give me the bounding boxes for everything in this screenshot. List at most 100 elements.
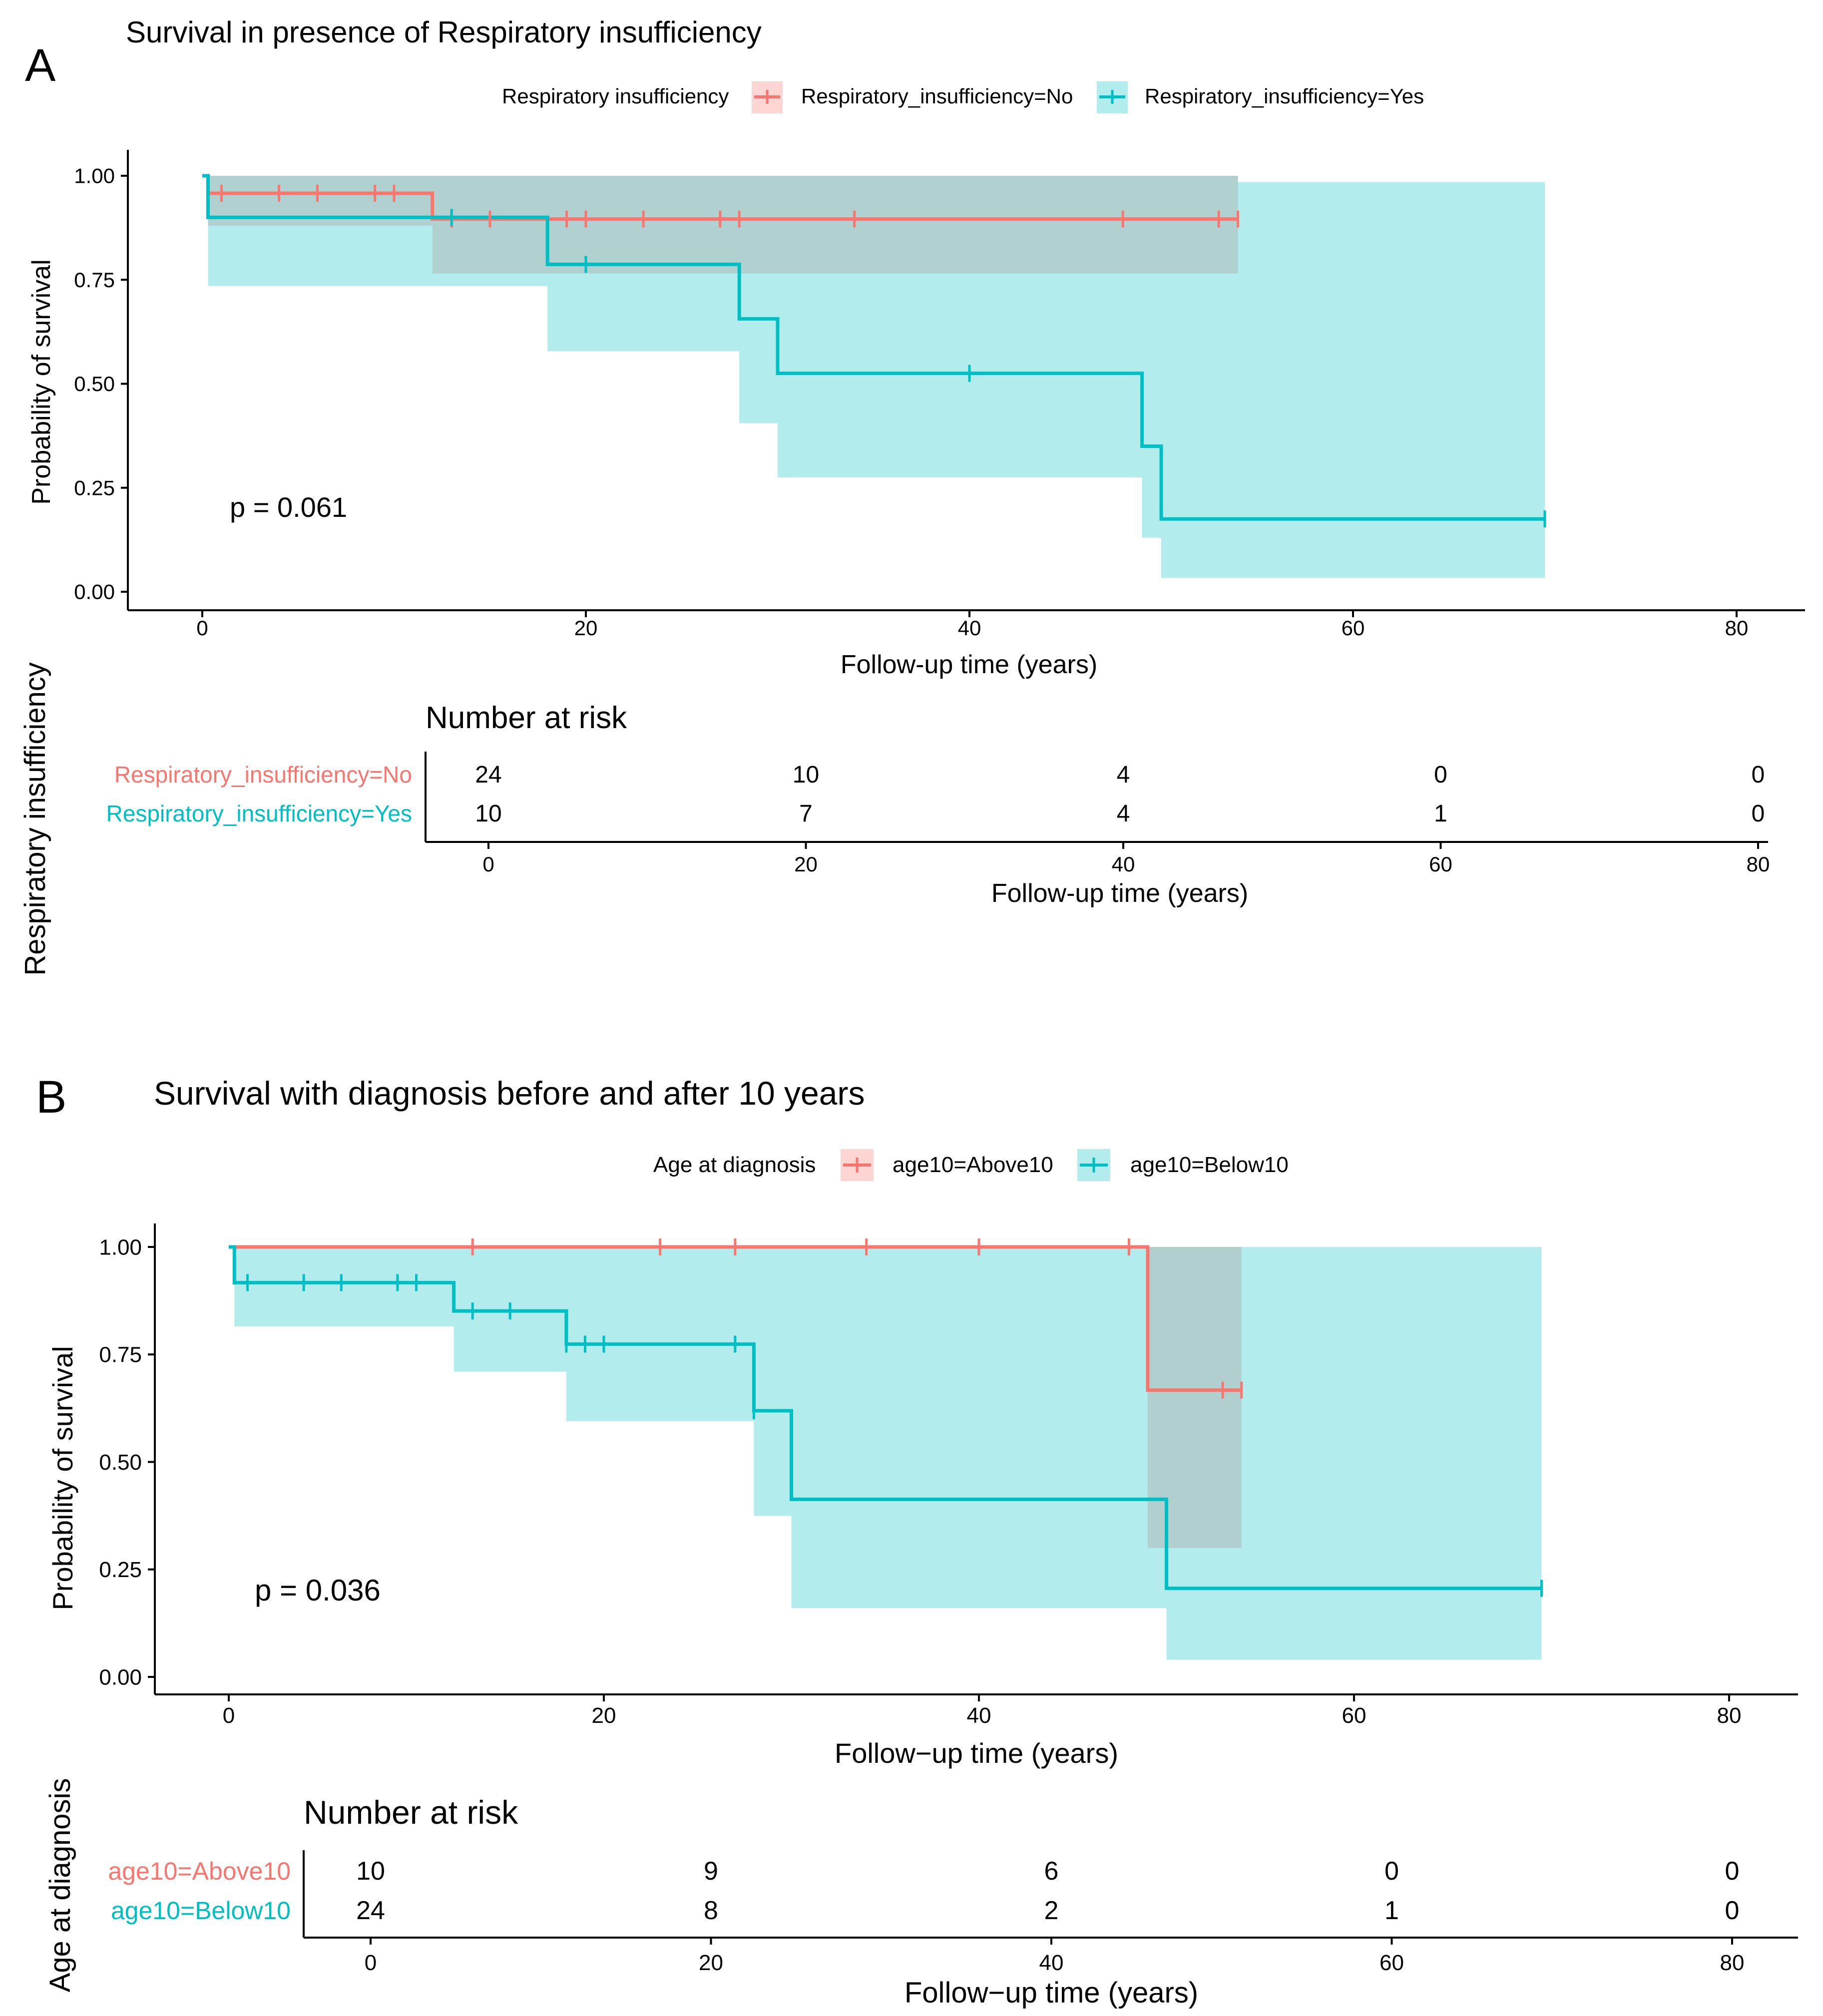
panel-b-risk-x-label: Follow−up time (years) <box>905 1977 1198 2009</box>
risk-cell: 10 <box>356 1857 385 1886</box>
x-tick-label: 40 <box>967 1703 991 1728</box>
y-tick-label: 0.50 <box>74 372 115 396</box>
panel-a-risk-x-ticks: 0 20 40 60 80 <box>482 842 1770 876</box>
x-tick-label: 60 <box>1342 1703 1367 1728</box>
panel-a-x-label: Follow-up time (years) <box>841 650 1097 679</box>
panel-b-risk-cells: 10 9 6 0 024 8 2 1 0 <box>356 1857 1739 1925</box>
panel-b-risk-x-ticks: 0 20 40 60 80 <box>365 1938 1745 1975</box>
y-tick-label: 0.75 <box>74 268 115 292</box>
x-tick-label: 80 <box>1725 616 1749 640</box>
ci-band-respiratory-insufficiency-no <box>208 176 1238 274</box>
y-tick-label: 0.00 <box>99 1665 142 1689</box>
panel-b-risk-title: Number at risk <box>304 1794 518 1831</box>
panel-a-risk-title: Number at risk <box>426 701 627 735</box>
risk-x-tick-label: 20 <box>794 852 818 876</box>
panel-a-y-ticks: 0.00 0.25 0.50 0.75 1.00 <box>74 164 128 604</box>
risk-cell: 2 <box>1044 1896 1059 1925</box>
y-tick-label: 0.75 <box>99 1343 142 1367</box>
panel-b-legend-title: Age at diagnosis <box>653 1153 816 1177</box>
risk-cell: 10 <box>475 801 501 827</box>
panel-a-y-label: Probability of survival <box>27 259 56 504</box>
panel-a: A Survival in presence of Respiratory in… <box>19 15 1805 976</box>
panel-a-risk-cells: 24 10 4 0 010 7 4 1 0 <box>475 762 1765 827</box>
risk-x-tick-label: 80 <box>1720 1951 1745 1975</box>
panel-b-curves <box>229 1245 1542 1591</box>
panel-a-legend: Respiratory insufficiency Respiratory_in… <box>502 81 1424 113</box>
risk-cell: 9 <box>704 1857 718 1886</box>
legend-label-yes: Respiratory_insufficiency=Yes <box>1145 84 1424 108</box>
panel-b-risk-ylabel: Age at diagnosis <box>44 1778 76 1993</box>
panel-b-y-ticks: 0.00 0.25 0.50 0.75 1.00 <box>99 1235 155 1689</box>
y-tick-label: 0.25 <box>74 476 115 499</box>
x-tick-label: 20 <box>574 616 598 640</box>
panel-b-x-label: Follow−up time (years) <box>835 1737 1118 1769</box>
risk-x-tick-label: 60 <box>1429 852 1452 876</box>
y-tick-label: 0.00 <box>74 580 115 604</box>
panel-b-letter: B <box>36 1072 66 1123</box>
risk-cell: 1 <box>1384 1896 1399 1925</box>
legend-label-above10: age10=Above10 <box>893 1153 1053 1177</box>
risk-cell: 4 <box>1117 801 1130 827</box>
panel-a-p-value: p = 0.061 <box>230 491 347 523</box>
panel-a-letter: A <box>25 40 56 91</box>
panel-b-p-value: p = 0.036 <box>255 1574 381 1607</box>
panel-a-risk-table: Respiratory insufficiency Number at risk… <box>19 662 1770 976</box>
risk-cell: 8 <box>704 1896 718 1925</box>
panel-a-risk-row-label: Respiratory_insufficiency=Yes <box>106 801 412 826</box>
panel-a-risk-x-label: Follow-up time (years) <box>991 879 1248 908</box>
risk-x-tick-label: 0 <box>482 852 494 876</box>
ci-band-respiratory-insufficiency-yes <box>208 176 1545 578</box>
ci-band-age10-above10 <box>1147 1247 1242 1548</box>
y-tick-label: 1.00 <box>74 164 115 188</box>
risk-cell: 24 <box>356 1896 385 1925</box>
y-tick-label: 1.00 <box>99 1235 142 1259</box>
survival-curve-age10-above10 <box>229 1245 1242 1392</box>
panel-b-title: Survival with diagnosis before and after… <box>154 1075 865 1112</box>
risk-x-tick-label: 40 <box>1039 1951 1064 1975</box>
risk-cell: 4 <box>1117 762 1130 788</box>
x-tick-label: 20 <box>592 1703 616 1728</box>
ci-band-age10-below10 <box>234 1247 1542 1660</box>
x-tick-label: 80 <box>1717 1703 1742 1728</box>
x-tick-label: 60 <box>1342 616 1365 640</box>
risk-cell: 0 <box>1752 762 1765 788</box>
risk-x-tick-label: 60 <box>1379 1951 1404 1975</box>
panel-a-censor-marks <box>220 184 1546 528</box>
panel-a-risk-ylabel: Respiratory insufficiency <box>19 662 51 976</box>
risk-cell: 7 <box>799 801 813 827</box>
legend-label-below10: age10=Below10 <box>1130 1153 1289 1177</box>
risk-x-tick-label: 80 <box>1747 852 1770 876</box>
panel-b-y-label: Probability of survival <box>47 1346 78 1610</box>
risk-cell: 0 <box>1725 1857 1740 1886</box>
panel-b-risk-row-label: age10=Above10 <box>108 1857 291 1885</box>
panel-a-x-ticks: 0 20 40 60 80 <box>196 610 1748 640</box>
panel-b-risk-table: Age at diagnosis Number at risk age10=Ab… <box>44 1778 1798 2009</box>
panel-a-risk-row-label: Respiratory_insufficiency=No <box>114 762 412 788</box>
risk-cell: 24 <box>475 762 501 788</box>
y-tick-label: 0.50 <box>99 1450 142 1475</box>
x-tick-label: 0 <box>223 1703 235 1728</box>
panel-b-censor-marks <box>246 1238 1543 1597</box>
risk-x-tick-label: 20 <box>699 1951 723 1975</box>
panel-a-legend-title: Respiratory insufficiency <box>502 84 729 108</box>
risk-cell: 0 <box>1434 762 1447 788</box>
risk-cell: 1 <box>1434 801 1447 827</box>
panel-b-risk-row-label: age10=Below10 <box>111 1897 291 1925</box>
risk-x-tick-label: 0 <box>365 1951 377 1975</box>
x-tick-label: 0 <box>196 616 208 640</box>
panel-a-title: Survival in presence of Respiratory insu… <box>126 15 762 49</box>
risk-cell: 0 <box>1752 801 1765 827</box>
y-tick-label: 0.25 <box>99 1558 142 1582</box>
panel-b-ci-bands <box>234 1247 1542 1660</box>
risk-x-tick-label: 40 <box>1112 852 1135 876</box>
risk-cell: 0 <box>1384 1857 1399 1886</box>
panel-b-legend: Age at diagnosis age10=Above10 age10=Bel… <box>653 1149 1289 1181</box>
survival-curve-respiratory-insufficiency-yes <box>202 174 1545 521</box>
survival-curve-age10-below10 <box>229 1245 1542 1591</box>
legend-label-no: Respiratory_insufficiency=No <box>801 84 1073 108</box>
risk-cell: 10 <box>793 762 819 788</box>
panel-b-x-ticks: 0 20 40 60 80 <box>223 1694 1742 1728</box>
risk-cell: 6 <box>1044 1857 1059 1886</box>
risk-cell: 0 <box>1725 1896 1740 1925</box>
